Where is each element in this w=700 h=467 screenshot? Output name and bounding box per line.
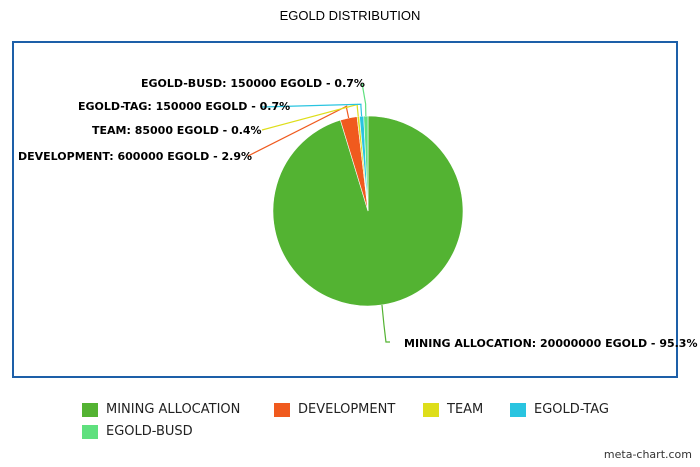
slice-label-mining-allocation: MINING ALLOCATION: 20000000 EGOLD - 95.3… — [404, 337, 698, 350]
slice-label-egold-tag: EGOLD-TAG: 150000 EGOLD - 0.7% — [78, 100, 290, 113]
legend-swatch-team — [423, 402, 439, 417]
leader-line-team — [261, 103, 359, 131]
chart-frame — [12, 41, 678, 378]
legend-swatch-development — [274, 402, 290, 417]
legend-label-team: TEAM — [447, 402, 484, 417]
watermark: meta-chart.com — [603, 448, 692, 461]
leader-lines — [247, 82, 390, 343]
pie-slice-egold-busd — [363, 115, 369, 212]
slice-labels: MINING ALLOCATION: 20000000 EGOLD - 95.3… — [18, 77, 698, 350]
slice-label-development: DEVELOPMENT: 600000 EGOLD - 2.9% — [18, 150, 252, 163]
legend-swatch-egold-busd — [82, 424, 98, 439]
slice-label-team: TEAM: 85000 EGOLD - 0.4% — [92, 124, 262, 137]
leader-line-egold-busd — [361, 82, 367, 117]
legend-item-team[interactable]: TEAM — [423, 402, 483, 417]
legend-swatch-egold-tag — [510, 402, 526, 417]
legend-label-egold-busd: EGOLD-BUSD — [106, 424, 193, 439]
legend-swatch-mining-allocation — [82, 402, 98, 417]
chart-title: EGOLD DISTRIBUTION — [279, 8, 421, 23]
legend-label-development: DEVELOPMENT — [298, 402, 396, 417]
legend-item-development[interactable]: DEVELOPMENT — [274, 402, 395, 417]
legend-item-mining-allocation[interactable]: MINING ALLOCATION — [82, 402, 240, 417]
legend-item-egold-busd[interactable]: EGOLD-BUSD — [82, 424, 193, 439]
leader-line-mining-allocation — [381, 304, 390, 343]
leader-line-egold-tag — [261, 103, 363, 117]
legend-item-egold-tag[interactable]: EGOLD-TAG — [510, 402, 609, 417]
legend-label-mining-allocation: MINING ALLOCATION — [106, 402, 241, 417]
pie-slices — [272, 115, 464, 307]
slice-label-egold-busd: EGOLD-BUSD: 150000 EGOLD - 0.7% — [141, 77, 365, 90]
legend-label-egold-tag: EGOLD-TAG — [534, 402, 609, 417]
